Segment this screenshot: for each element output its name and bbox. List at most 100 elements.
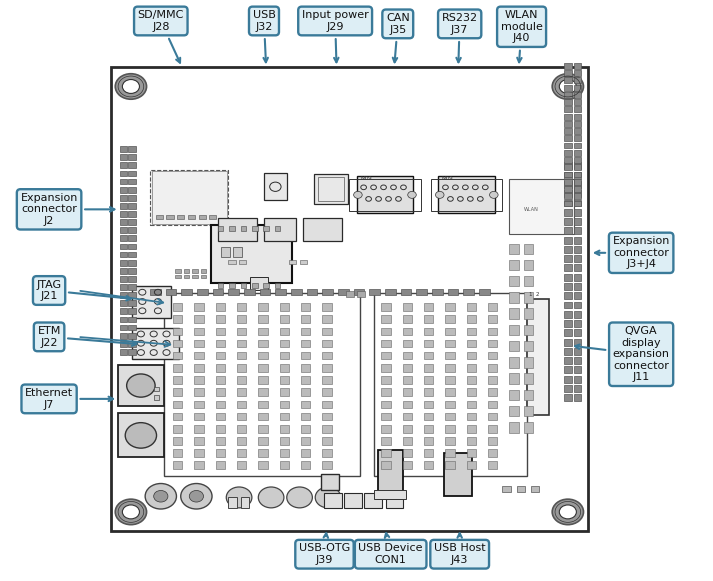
Bar [237, 328, 246, 335]
Bar [510, 309, 519, 319]
Bar [258, 425, 267, 432]
Bar [258, 328, 267, 335]
Bar [564, 320, 572, 327]
Text: Expansion
connector
J3+J4: Expansion connector J3+J4 [595, 236, 670, 270]
Bar [194, 461, 203, 469]
Bar [573, 171, 581, 177]
Text: Expansion
connector
J2: Expansion connector J2 [21, 193, 114, 226]
Bar [524, 292, 533, 303]
Bar [364, 493, 382, 508]
Bar [200, 275, 206, 278]
Circle shape [123, 80, 140, 94]
Circle shape [287, 487, 312, 508]
Bar [488, 401, 498, 408]
Bar [564, 339, 572, 346]
Bar [194, 425, 203, 432]
Bar [510, 341, 519, 352]
Bar [301, 425, 310, 432]
Bar [573, 190, 581, 197]
Bar [258, 303, 267, 311]
Bar [573, 320, 581, 327]
Bar [215, 413, 225, 420]
Bar [381, 303, 391, 311]
Bar [279, 401, 289, 408]
Bar [448, 289, 458, 295]
Bar [240, 497, 249, 508]
Bar [573, 236, 581, 243]
Bar [467, 340, 476, 347]
Bar [291, 289, 302, 295]
Bar [564, 106, 572, 112]
Bar [510, 406, 519, 416]
Bar [177, 214, 184, 219]
Bar [564, 255, 572, 262]
Bar [467, 413, 476, 420]
Bar [301, 389, 310, 396]
Circle shape [154, 490, 168, 502]
Bar [488, 425, 498, 432]
Bar [229, 226, 235, 231]
Circle shape [125, 422, 157, 448]
Bar [237, 376, 246, 384]
Text: ETM
J22: ETM J22 [37, 326, 136, 347]
Bar [322, 437, 332, 444]
Bar [524, 325, 533, 335]
Bar [263, 226, 269, 231]
Bar [573, 63, 581, 69]
Bar [446, 352, 455, 360]
Bar [173, 352, 182, 360]
Bar [322, 449, 332, 457]
Bar [381, 413, 391, 420]
Bar [128, 155, 136, 160]
Bar [237, 413, 246, 420]
Bar [194, 413, 203, 420]
Bar [279, 364, 289, 372]
Bar [573, 85, 581, 91]
Bar [564, 227, 572, 234]
Bar [128, 195, 136, 200]
Bar [215, 328, 225, 335]
Bar [510, 179, 573, 234]
Bar [573, 274, 581, 281]
Bar [564, 311, 572, 318]
Bar [215, 315, 225, 323]
Bar [166, 289, 176, 295]
Bar [128, 203, 136, 209]
Bar [403, 364, 412, 372]
Bar [444, 453, 473, 496]
Bar [194, 303, 203, 311]
Bar [240, 283, 246, 288]
Bar [167, 214, 174, 219]
Bar [128, 178, 136, 184]
Bar [237, 303, 246, 311]
Bar [173, 401, 182, 408]
Bar [258, 376, 267, 384]
Bar [446, 364, 455, 372]
Bar [381, 352, 391, 360]
Bar [564, 157, 572, 163]
Bar [128, 341, 136, 347]
Text: Ethernet
J7: Ethernet J7 [25, 388, 113, 410]
Bar [279, 303, 289, 311]
Bar [524, 243, 533, 254]
Bar [573, 255, 581, 262]
Bar [381, 401, 391, 408]
Bar [467, 315, 476, 323]
Bar [301, 340, 310, 347]
Bar [279, 340, 289, 347]
Bar [322, 328, 332, 335]
Bar [154, 396, 160, 400]
Bar [564, 348, 572, 355]
Bar [279, 328, 289, 335]
Bar [564, 236, 572, 243]
Circle shape [315, 487, 341, 508]
Bar [120, 325, 128, 331]
Bar [524, 390, 533, 400]
Bar [573, 106, 581, 112]
Circle shape [116, 499, 147, 525]
Bar [564, 218, 572, 225]
Bar [564, 143, 572, 149]
Bar [128, 211, 136, 217]
Bar [573, 199, 581, 206]
Bar [573, 348, 581, 355]
